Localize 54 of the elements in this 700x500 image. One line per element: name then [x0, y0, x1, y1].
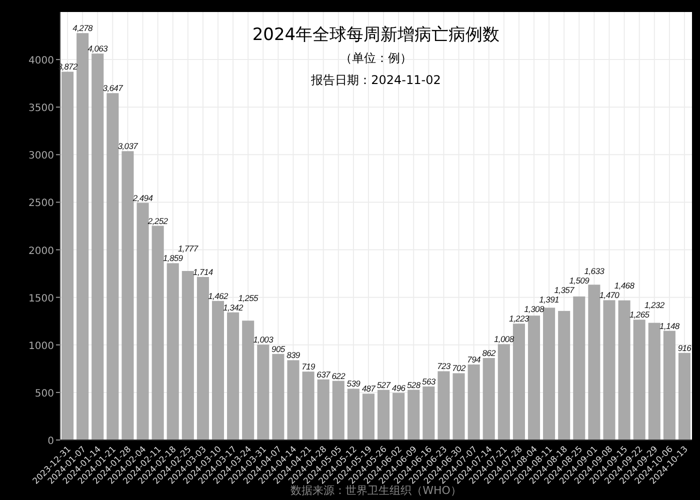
data-label: 1,468: [614, 280, 634, 291]
data-label: 637: [316, 369, 330, 380]
data-label: 1,003: [253, 334, 274, 345]
data-label: 1,509: [569, 276, 590, 286]
data-label: 539: [346, 378, 360, 389]
y-tick-label: 3000: [28, 150, 54, 162]
data-label: 1,148: [660, 320, 680, 331]
data-label: 719: [302, 362, 315, 372]
data-label: 4,063: [88, 44, 108, 54]
data-label: 527: [376, 380, 390, 390]
data-label: 839: [286, 350, 300, 360]
data-label: 3,647: [102, 83, 123, 94]
data-label: 723: [437, 361, 450, 372]
y-tick-label: 4000: [28, 56, 54, 67]
data-label: 794: [467, 354, 480, 364]
data-label: 1,470: [599, 290, 620, 300]
data-label: 1,255: [238, 292, 258, 303]
data-label: 702: [452, 363, 466, 374]
y-tick-label: 2000: [28, 246, 54, 257]
data-label: 1,859: [162, 253, 183, 264]
data-label: 3,037: [118, 141, 138, 152]
text: （单位：例）: [340, 51, 412, 65]
data-label: 2,494: [132, 192, 153, 203]
y-tick-label: 2500: [28, 198, 54, 210]
data-label: 1,232: [644, 300, 664, 310]
data-label: 1,308: [524, 304, 544, 314]
annotation: 报告日期：2024-11-02: [310, 73, 441, 87]
data-label: 487: [362, 384, 376, 394]
y-tick-label: 0: [48, 436, 54, 447]
data-label: 862: [482, 348, 496, 358]
data-label: 1,633: [584, 266, 604, 276]
data-label: 1,391: [539, 294, 559, 305]
data-label: 916: [678, 342, 692, 353]
data-label: 905: [272, 344, 285, 354]
data-label: 1,714: [193, 266, 213, 277]
data-label: 1,223: [509, 314, 529, 324]
data-label: 1,462: [208, 290, 228, 301]
data-label: 1,777: [178, 244, 198, 254]
data-label: 1,265: [629, 310, 650, 320]
data-label: 1,008: [494, 334, 514, 344]
data-label: 622: [332, 370, 346, 381]
data-label: 528: [406, 380, 420, 390]
y-tick-label: 500: [34, 388, 54, 400]
data-label: 1,342: [223, 302, 243, 312]
data-label: 1,357: [554, 285, 574, 296]
y-tick-label: 1000: [28, 340, 54, 352]
data-label: 563: [422, 376, 436, 386]
data-label: 4,278: [72, 23, 92, 34]
data-label: 2,252: [148, 216, 168, 226]
text: 2024年全球每周新增病亡病例数: [252, 25, 500, 45]
data-label: 496: [392, 382, 406, 393]
y-tick-label: 3500: [28, 103, 54, 114]
source-note: 数据来源：世界卫生组织（WHO）: [290, 484, 462, 497]
y-tick-label: 1500: [28, 293, 54, 304]
